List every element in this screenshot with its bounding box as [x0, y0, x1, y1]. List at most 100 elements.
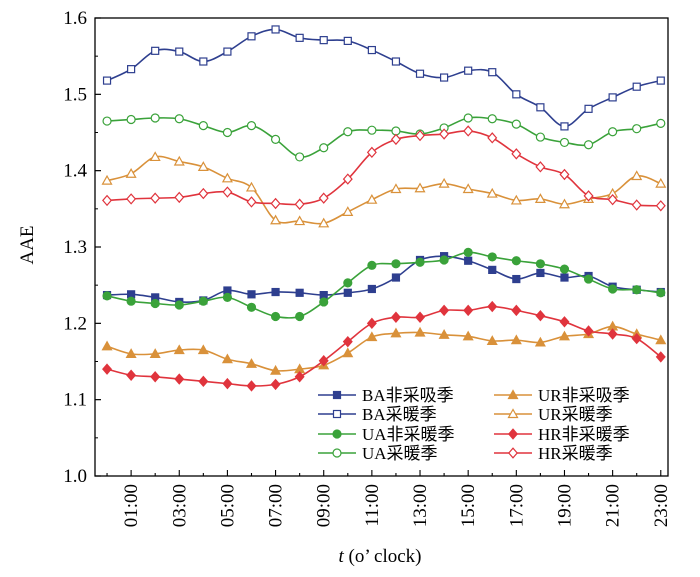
data-point: [656, 288, 666, 298]
data-point: [414, 326, 426, 337]
data-point: [632, 285, 642, 295]
data-point: [583, 140, 594, 150]
data-point: [631, 332, 642, 345]
data-point: [608, 127, 618, 137]
data-point: [439, 255, 449, 265]
data-point: [558, 330, 571, 341]
x-tick-label: 05:00: [217, 484, 238, 527]
data-point: [655, 200, 666, 212]
data-point: [198, 187, 209, 200]
data-point: [415, 129, 426, 142]
x-tick-label: 23:00: [651, 484, 672, 527]
legend-marker: [508, 428, 518, 440]
y-axis-title-group: AAE: [17, 225, 38, 264]
data-point: [439, 128, 450, 140]
data-point: [270, 197, 281, 210]
legend-marker: [332, 409, 342, 419]
data-point: [245, 181, 258, 192]
data-point: [173, 344, 185, 355]
data-point: [512, 90, 521, 99]
data-point: [102, 76, 112, 85]
data-point: [151, 46, 160, 55]
data-point: [127, 65, 136, 74]
series-line: [106, 28, 661, 128]
data-point: [319, 36, 328, 45]
data-point: [608, 284, 618, 294]
data-point: [511, 304, 522, 317]
series-group: [102, 125, 666, 212]
data-point: [246, 380, 257, 392]
data-point: [366, 317, 377, 330]
data-point: [270, 378, 281, 391]
legend-label: HR非采暖季: [538, 425, 630, 444]
data-point: [559, 137, 570, 148]
data-point: [463, 113, 473, 123]
x-tick-label: 07:00: [266, 484, 287, 527]
data-point: [464, 256, 473, 265]
legend-label: UR非采吸季: [538, 386, 630, 405]
data-point: [149, 151, 161, 162]
data-point: [126, 296, 136, 306]
data-point: [247, 32, 256, 41]
data-point: [632, 82, 641, 91]
data-point: [197, 161, 209, 171]
data-point: [173, 155, 185, 166]
data-point: [559, 168, 570, 181]
data-point: [631, 170, 643, 181]
data-point: [391, 273, 401, 282]
data-point: [463, 304, 474, 317]
data-point: [101, 174, 113, 185]
data-point: [366, 331, 378, 342]
data-point: [438, 329, 450, 339]
data-point: [559, 316, 570, 328]
legend-label: UA采暖季: [362, 444, 438, 463]
series-group: [102, 113, 666, 162]
data-point: [174, 300, 184, 310]
data-point: [149, 348, 161, 358]
data-point: [245, 358, 258, 368]
data-point: [221, 353, 233, 364]
data-point: [655, 177, 667, 188]
data-point: [535, 259, 545, 269]
series-group: [101, 320, 667, 375]
data-point: [558, 198, 571, 209]
data-point: [438, 177, 450, 188]
data-point: [198, 296, 208, 306]
data-point: [366, 193, 378, 204]
data-point: [510, 194, 522, 205]
data-point: [390, 311, 401, 323]
data-point: [631, 199, 642, 211]
y-axis-title: AAE: [17, 225, 38, 264]
series-line: [106, 251, 661, 319]
data-point: [174, 373, 185, 385]
data-point: [246, 121, 257, 131]
data-point: [607, 328, 618, 340]
data-point: [294, 198, 305, 210]
data-point: [415, 311, 426, 323]
legend-marker: [507, 389, 519, 400]
data-point: [415, 257, 425, 267]
data-point: [463, 247, 473, 257]
series-line: [106, 116, 661, 158]
legend-item: HR采暖季: [494, 444, 613, 463]
data-point: [150, 192, 161, 204]
series-group: [102, 247, 666, 322]
data-point: [464, 66, 473, 75]
y-tick-label: 1.6: [63, 8, 87, 29]
series-line: [106, 325, 661, 372]
data-point: [367, 284, 376, 294]
data-point: [198, 121, 208, 131]
data-point: [198, 375, 209, 388]
data-point: [318, 192, 329, 204]
x-tick-label: 13:00: [410, 484, 431, 527]
legend-marker: [332, 448, 342, 458]
data-point: [342, 335, 353, 348]
data-point: [126, 193, 137, 205]
legend-item: UR采暖季: [494, 405, 613, 424]
data-point: [655, 334, 667, 345]
data-point: [222, 186, 233, 198]
data-point: [126, 114, 136, 125]
data-point: [390, 133, 401, 146]
data-point: [511, 148, 522, 160]
